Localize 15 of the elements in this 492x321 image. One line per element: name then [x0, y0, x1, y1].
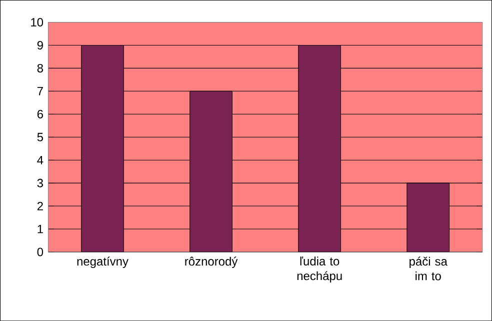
x-tick-label: ľudia to nechápu [297, 256, 342, 282]
y-tick-label: 7 [37, 86, 43, 96]
y-tick-label: 8 [37, 64, 43, 72]
y-tick-label: 10 [31, 18, 44, 26]
x-tick-label: páči sa im to [410, 256, 448, 280]
y-tick-label: 1 [38, 224, 43, 234]
x-tick-label: rôznorodý [185, 256, 238, 268]
y-tick-label: 2 [37, 202, 43, 210]
y-tick-label: 3 [37, 178, 43, 188]
y-tick-label: 4 [37, 156, 44, 164]
y-tick-label: 9 [37, 40, 43, 50]
y-tick-label: 5 [37, 132, 44, 142]
x-tick-label: negatívny [77, 256, 128, 268]
y-tick-label: 0 [37, 248, 44, 256]
y-tick-label: 6 [37, 110, 43, 118]
